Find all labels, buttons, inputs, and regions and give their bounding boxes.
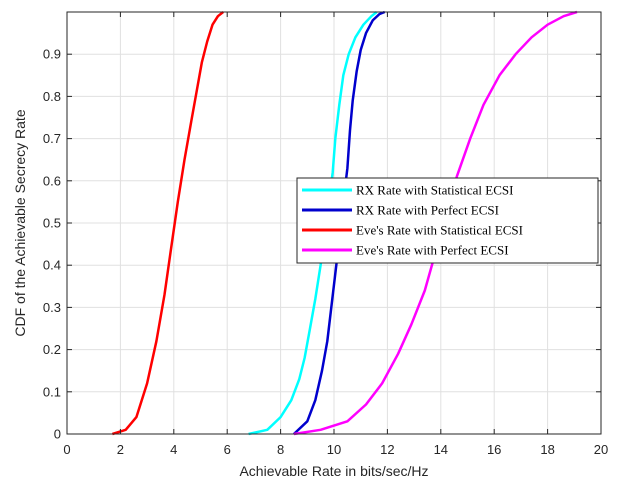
x-tick-label: 18 [540, 442, 554, 457]
y-tick-label: 0.9 [43, 47, 61, 62]
x-tick-label: 14 [434, 442, 448, 457]
y-tick-label: 0.3 [43, 300, 61, 315]
x-tick-label: 2 [117, 442, 124, 457]
legend-label-0: RX Rate with Statistical ECSI [356, 183, 513, 198]
y-tick-label: 0.8 [43, 89, 61, 104]
x-tick-label: 20 [594, 442, 608, 457]
y-tick-label: 0 [54, 427, 61, 442]
x-axis-title: Achievable Rate in bits/sec/Hz [239, 463, 428, 479]
x-tick-label: 6 [224, 442, 231, 457]
y-tick-label: 0.7 [43, 131, 61, 146]
axis-ticks: 0 2 4 6 8 10 12 14 16 18 20 0 0.1 0.2 0.3 0.4 0.5 0.6 0.7 0… [43, 12, 608, 457]
y-axis-title: CDF of the Achievable Secrecy Rate [12, 109, 28, 336]
y-tick-label: 0.5 [43, 216, 61, 231]
legend-label-1: RX Rate with Perfect ECSI [356, 203, 499, 218]
y-tick-label: 0.1 [43, 384, 61, 399]
x-tick-label: 12 [380, 442, 394, 457]
legend: RX Rate with Statistical ECSI RX Rate wit… [296, 177, 599, 264]
series-line-2 [112, 11, 224, 436]
legend-label-2: Eve's Rate with Statistical ECSI [356, 223, 523, 238]
x-tick-label: 4 [170, 442, 177, 457]
x-tick-label: 0 [63, 442, 70, 457]
y-tick-label: 0.6 [43, 173, 61, 188]
y-tick-label: 0.4 [43, 258, 61, 273]
y-tick-label: 0.2 [43, 342, 61, 357]
x-tick-label: 8 [277, 442, 284, 457]
legend-label-3: Eve's Rate with Perfect ECSI [356, 243, 509, 258]
x-tick-label: 16 [487, 442, 501, 457]
x-tick-label: 10 [327, 442, 341, 457]
